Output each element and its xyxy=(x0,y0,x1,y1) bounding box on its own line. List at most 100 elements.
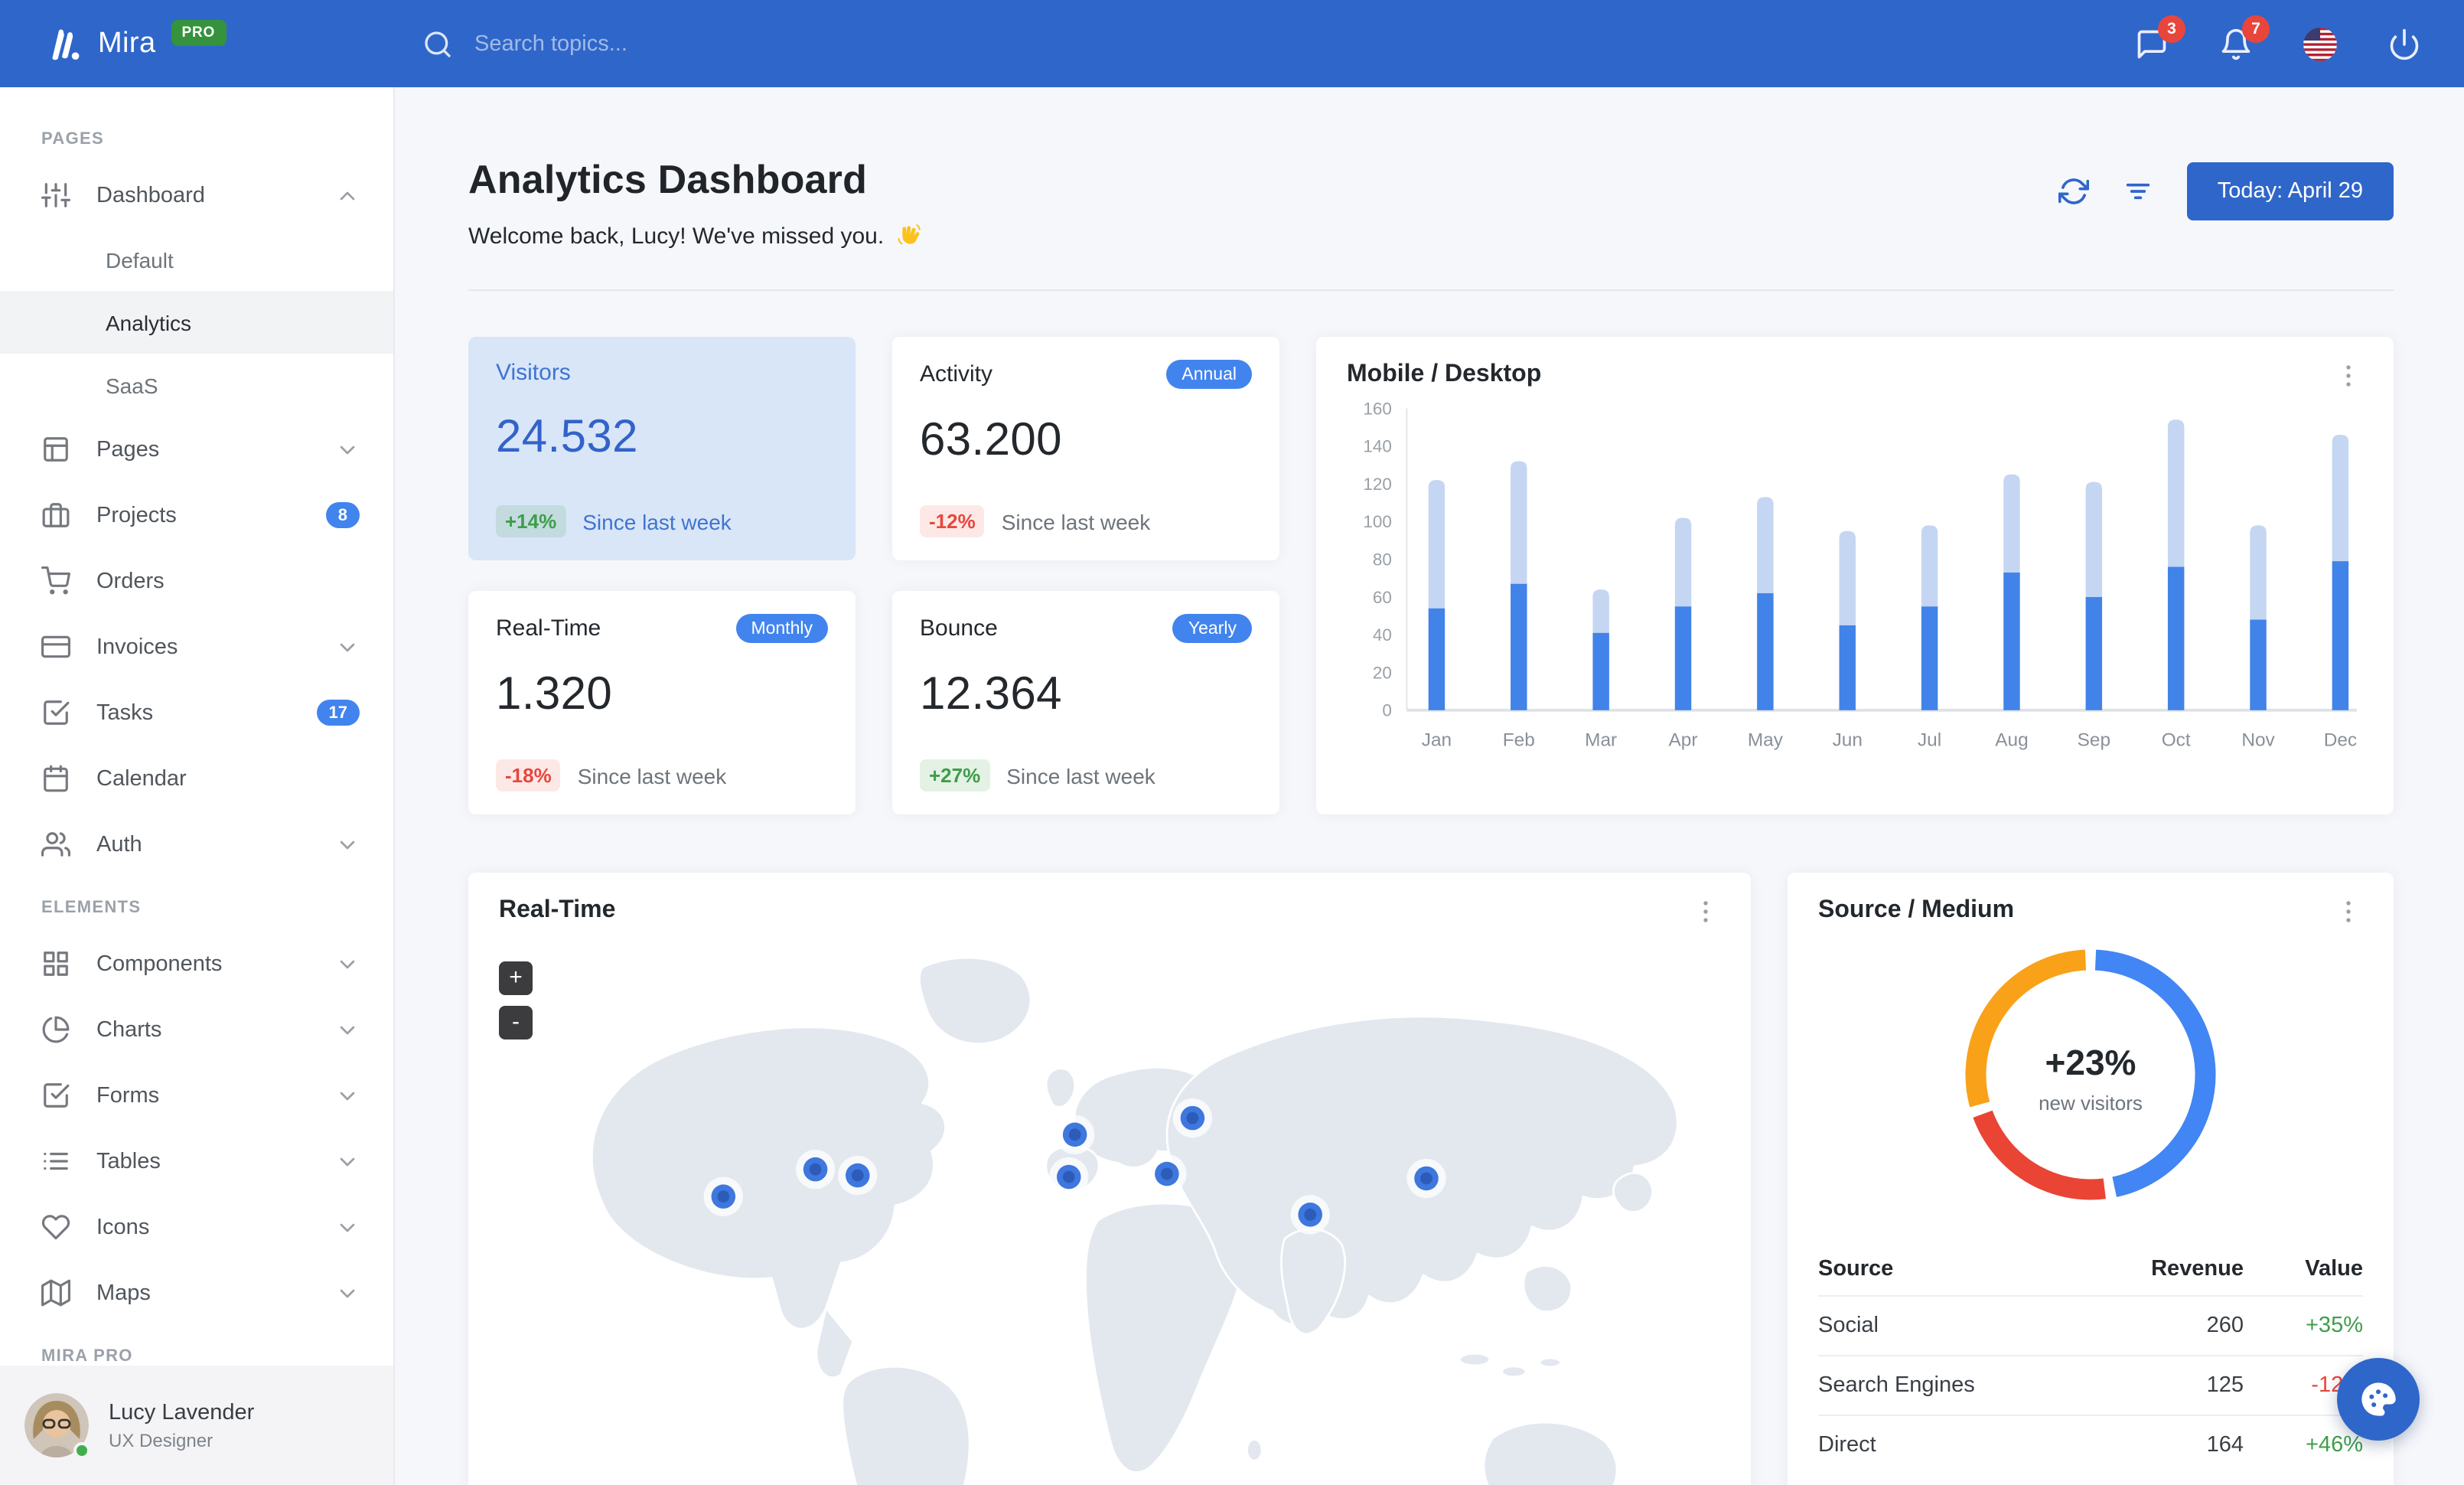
brand[interactable]: Mira PRO xyxy=(0,20,395,62)
chevron-down-icon xyxy=(340,1025,355,1034)
period-pill[interactable]: Monthly xyxy=(735,614,828,643)
row-revenue: 125 xyxy=(2206,1373,2244,1398)
row-revenue: 260 xyxy=(2206,1314,2244,1338)
sidebar-item-charts[interactable]: Charts xyxy=(0,997,393,1062)
sidebar-user-card[interactable]: Lucy Lavender UX Designer xyxy=(0,1366,393,1485)
sidebar-item-maps[interactable]: Maps xyxy=(0,1260,393,1326)
map-zoom-out-button[interactable]: - xyxy=(499,1006,533,1040)
map-marker-delhi[interactable] xyxy=(1290,1195,1330,1235)
navbar-actions: 3 7 xyxy=(2135,15,2464,60)
svg-text:Sep: Sep xyxy=(2078,730,2110,751)
chevron-down-icon xyxy=(340,1157,355,1166)
period-pill[interactable]: Yearly xyxy=(1172,614,1252,643)
sidebar-item-label: Calendar xyxy=(96,766,187,791)
sidebar-section-label: PAGES xyxy=(41,130,104,148)
donut-center-label: new visitors xyxy=(2039,1092,2143,1115)
sidebar-item-auth[interactable]: Auth xyxy=(0,811,393,877)
map-marker-istanbul[interactable] xyxy=(1147,1154,1187,1194)
calendar-icon xyxy=(44,765,68,792)
online-status-dot xyxy=(73,1442,90,1459)
sidebar-item-label: Invoices xyxy=(96,635,178,659)
sidebar-item-tables[interactable]: Tables xyxy=(0,1128,393,1194)
stat-value: 12.364 xyxy=(920,669,1062,720)
svg-text:Aug: Aug xyxy=(1995,730,2028,751)
user-role: UX Designer xyxy=(109,1429,213,1451)
sidebar-subitem-analytics[interactable]: Analytics xyxy=(0,291,393,354)
map-marker-new-york[interactable] xyxy=(838,1155,878,1196)
delta-chip: -18% xyxy=(496,759,561,791)
language-button[interactable] xyxy=(2303,27,2337,60)
grid-icon xyxy=(44,951,68,976)
stat-card-activity: Activity Annual 63.200 -12% Since last week xyxy=(892,337,1279,560)
avatar xyxy=(24,1393,90,1459)
map-marker-beijing[interactable] xyxy=(1406,1158,1446,1199)
row-value: +46% xyxy=(2306,1433,2363,1457)
global-search xyxy=(422,28,839,59)
map-marker-chicago[interactable] xyxy=(795,1150,836,1190)
map-marker-san-francisco[interactable] xyxy=(703,1177,743,1216)
svg-text:May: May xyxy=(1748,730,1784,751)
donut-center-value: +23% xyxy=(2045,1043,2136,1082)
sidebar-item-orders[interactable]: Orders xyxy=(0,548,393,614)
shopping-cart-icon xyxy=(41,566,70,595)
svg-text:Jul: Jul xyxy=(1918,730,1941,751)
sidebar-subitem-saas[interactable]: SaaS xyxy=(106,373,158,397)
sidebar-item-label: Auth xyxy=(96,832,142,857)
more-vertical-icon[interactable] xyxy=(1691,897,1720,926)
sidebar-item-calendar[interactable]: Calendar xyxy=(0,746,393,811)
sidebar-item-icons[interactable]: Icons xyxy=(0,1194,393,1260)
map-zoom-in-button[interactable]: + xyxy=(499,961,533,995)
sidebar-item-dashboard[interactable]: Dashboard xyxy=(0,162,393,228)
palette-icon xyxy=(2361,1382,2396,1416)
sidebar-item-label: Tables xyxy=(96,1149,161,1173)
realtime-map-panel: Real-Time + - xyxy=(468,873,1751,1485)
map-marker-moscow[interactable] xyxy=(1172,1098,1213,1138)
source-donut-chart xyxy=(1965,949,2216,1200)
svg-text:60: 60 xyxy=(1373,588,1392,607)
stat-title: Activity xyxy=(920,361,993,387)
sidebar-item-label: Icons xyxy=(96,1215,150,1239)
layout-icon xyxy=(44,437,68,462)
source-table: Source Revenue Value Social 260 +35% Search… xyxy=(1818,1243,2363,1474)
heart-icon xyxy=(41,1215,70,1240)
logout-button[interactable] xyxy=(2387,27,2421,60)
notifications-count-badge: 7 xyxy=(2242,15,2270,42)
table-row-search-engines: Search Engines 125 -12% xyxy=(1818,1355,2363,1415)
sidebar-section-label: MIRA PRO xyxy=(41,1347,133,1366)
sidebar-item-invoices[interactable]: Invoices xyxy=(0,614,393,680)
sidebar-item-pages[interactable]: Pages xyxy=(0,416,393,482)
filter-icon[interactable] xyxy=(2123,176,2153,207)
chevron-down-icon xyxy=(340,642,355,651)
sidebar-item-forms[interactable]: Forms xyxy=(0,1062,393,1128)
svg-text:20: 20 xyxy=(1373,663,1392,682)
messages-button[interactable]: 3 xyxy=(2135,15,2185,60)
source-medium-panel: Source / Medium +23% new visitors Source… xyxy=(1788,873,2394,1485)
svg-text:Jun: Jun xyxy=(1833,730,1863,751)
svg-text:Dec: Dec xyxy=(2324,730,2357,751)
sidebar-item-label: Dashboard xyxy=(96,183,205,207)
period-pill[interactable]: Annual xyxy=(1166,360,1252,389)
row-source: Direct xyxy=(1818,1433,1876,1457)
row-source: Search Engines xyxy=(1818,1373,1975,1398)
sidebar-badge: 8 xyxy=(325,502,360,528)
map-marker-london[interactable] xyxy=(1055,1115,1095,1154)
refresh-icon[interactable] xyxy=(2058,176,2089,207)
chevron-down-icon xyxy=(340,1091,355,1100)
sidebar-subitem-default[interactable]: Default xyxy=(106,247,174,272)
date-range-button[interactable]: Today: April 29 xyxy=(2186,162,2394,220)
theme-settings-fab[interactable] xyxy=(2337,1358,2420,1441)
more-vertical-icon[interactable] xyxy=(2334,897,2363,926)
map-marker-madrid[interactable] xyxy=(1049,1157,1089,1197)
chevron-down-icon xyxy=(340,1222,355,1232)
more-vertical-icon[interactable] xyxy=(2334,361,2363,390)
stat-note: Since last week xyxy=(577,763,727,788)
search-input[interactable] xyxy=(471,30,839,57)
sidebar-item-projects[interactable]: Projects 8 xyxy=(0,482,393,548)
notifications-button[interactable]: 7 xyxy=(2219,15,2270,60)
world-map[interactable] xyxy=(468,940,1751,1485)
chevron-down-icon xyxy=(340,445,355,454)
sidebar-item-components[interactable]: Components xyxy=(0,931,393,997)
brand-name: Mira xyxy=(98,27,156,59)
sidebar-item-tasks[interactable]: Tasks 17 xyxy=(0,680,393,746)
